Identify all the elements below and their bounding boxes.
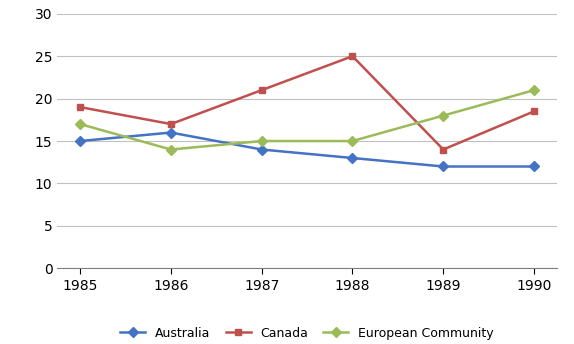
Line: Australia: Australia xyxy=(76,129,538,170)
Line: Canada: Canada xyxy=(76,53,538,153)
Australia xyxy=(258,148,265,152)
Australia xyxy=(349,156,356,160)
European Community xyxy=(258,139,265,143)
Canada xyxy=(168,122,174,126)
European Community xyxy=(530,88,537,92)
Australia xyxy=(168,130,174,135)
European Community xyxy=(77,122,84,126)
European Community xyxy=(168,148,174,152)
Canada xyxy=(530,109,537,114)
Australia xyxy=(77,139,84,143)
European Community xyxy=(440,114,447,118)
European Community xyxy=(349,139,356,143)
Canada xyxy=(258,88,265,92)
Canada xyxy=(440,148,447,152)
Canada xyxy=(77,105,84,109)
Australia xyxy=(530,164,537,169)
Australia xyxy=(440,164,447,169)
Line: European Community: European Community xyxy=(76,87,538,153)
Canada xyxy=(349,54,356,58)
Legend: Australia, Canada, European Community: Australia, Canada, European Community xyxy=(114,320,501,344)
